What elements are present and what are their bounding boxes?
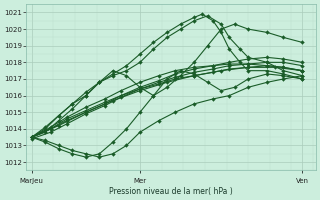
X-axis label: Pression niveau de la mer( hPa ): Pression niveau de la mer( hPa ) bbox=[109, 187, 233, 196]
